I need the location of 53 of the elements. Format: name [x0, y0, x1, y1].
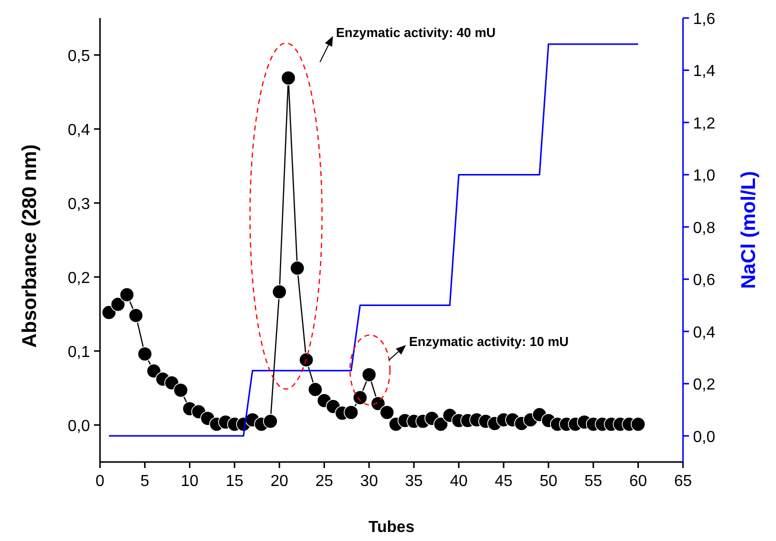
x-tick-label: 0	[96, 473, 105, 490]
y2-tick-label: 0,6	[693, 272, 716, 290]
y2-tick-label: 1,0	[693, 168, 716, 185]
annotation: Enzymatic activity: 40 mU	[336, 25, 496, 40]
y-tick-label: 0,4	[68, 122, 90, 139]
point	[298, 352, 314, 368]
point	[380, 405, 394, 420]
point	[120, 287, 134, 302]
y-tick-label: 0,1	[68, 344, 90, 361]
point	[433, 416, 448, 432]
point	[173, 382, 188, 398]
x-tick-label: 20	[270, 473, 288, 490]
y2-tick-label: 0,2	[693, 376, 716, 394]
y2-tick-label: 0,8	[693, 220, 716, 237]
x-tick-label: 45	[494, 473, 513, 490]
y-tick-label: 0,3	[68, 196, 90, 213]
x-tick-label: 30	[360, 473, 378, 490]
y2-axis-title: NaCl (mol/L)	[738, 171, 760, 289]
y-tick-label: 0,2	[68, 270, 90, 287]
x-tick-label: 55	[584, 473, 602, 490]
x-tick-label: 40	[450, 473, 468, 490]
y2-tick-label: 1,2	[693, 115, 716, 132]
point	[137, 346, 152, 362]
x-tick-label: 65	[674, 473, 692, 490]
x-tick-label: 50	[540, 473, 558, 490]
x-tick-label: 15	[226, 473, 244, 490]
point	[263, 414, 278, 429]
y-tick-label: 0,0	[68, 418, 90, 435]
x-tick-label: 60	[629, 473, 648, 490]
x-tick-label: 25	[315, 473, 334, 490]
y-axis-title: Absorbance (280 nm)	[19, 144, 41, 348]
y2-tick-label: 1,4	[693, 63, 716, 80]
y2-tick-label: 0,4	[693, 324, 716, 342]
point	[280, 70, 296, 86]
point	[102, 305, 116, 320]
x-tick-label: 5	[140, 473, 150, 490]
x-tick-label: 10	[180, 473, 199, 490]
y-tick-label: 0,5	[68, 48, 90, 65]
point	[272, 284, 287, 300]
point	[344, 405, 359, 420]
y2-tick-label: 1,6	[693, 11, 716, 28]
annotation: Enzymatic activity: 10 mU	[409, 334, 569, 349]
y2-tick-label: 0,0	[693, 428, 716, 446]
x-axis-title: Tubes	[368, 519, 415, 536]
point	[630, 416, 646, 432]
point	[352, 390, 368, 406]
point	[128, 308, 144, 323]
point	[110, 296, 126, 312]
point	[362, 367, 376, 382]
point	[290, 260, 305, 276]
point	[308, 382, 323, 397]
point	[146, 364, 162, 378]
x-tick-label: 35	[405, 473, 423, 490]
